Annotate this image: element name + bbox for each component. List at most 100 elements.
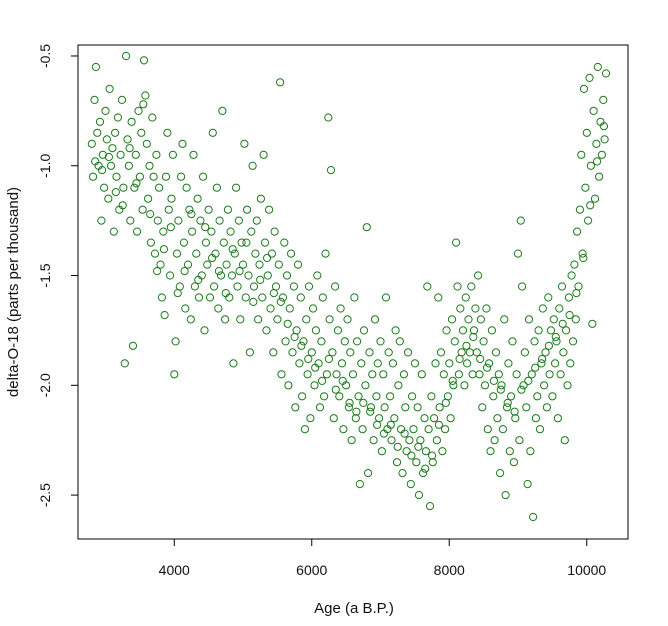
- data-point: [177, 172, 186, 181]
- data-point: [394, 381, 403, 390]
- data-point: [483, 363, 492, 372]
- data-point: [311, 363, 320, 372]
- y-tick-label: -2.0: [37, 373, 53, 397]
- data-point: [441, 425, 450, 434]
- data-point: [366, 407, 375, 416]
- data-point: [137, 128, 146, 137]
- data-point: [318, 293, 327, 302]
- y-tick-label: -1.0: [37, 153, 53, 177]
- data-point: [409, 425, 418, 434]
- data-point: [546, 326, 556, 335]
- data-point: [407, 451, 416, 460]
- data-point: [157, 293, 166, 302]
- data-point: [292, 326, 301, 335]
- data-point: [237, 238, 246, 247]
- data-point: [273, 315, 282, 324]
- data-point: [321, 249, 330, 258]
- data-point: [387, 436, 396, 445]
- data-point: [600, 135, 609, 144]
- data-point: [331, 385, 340, 394]
- data-point: [467, 282, 476, 291]
- data-point: [439, 370, 448, 379]
- data-point: [291, 403, 300, 412]
- data-point: [131, 150, 140, 159]
- data-point: [313, 271, 322, 280]
- data-point: [229, 359, 238, 368]
- data-point: [581, 183, 590, 192]
- data-point: [91, 157, 100, 166]
- data-point: [354, 392, 363, 401]
- data-point: [545, 370, 554, 379]
- data-point: [442, 326, 451, 335]
- data-point: [280, 238, 289, 247]
- data-point: [125, 144, 134, 153]
- data-point: [267, 249, 276, 258]
- data-point: [320, 392, 329, 401]
- data-point: [270, 227, 279, 236]
- data-point: [288, 348, 297, 357]
- data-point: [564, 293, 574, 302]
- data-point: [507, 392, 516, 401]
- data-point: [249, 282, 259, 291]
- data-point: [589, 106, 598, 116]
- data-point: [166, 223, 175, 232]
- data-point: [359, 326, 369, 335]
- points-layer: [87, 51, 611, 522]
- data-point: [304, 282, 314, 291]
- data-point: [227, 271, 237, 280]
- data-point: [208, 128, 217, 137]
- data-point: [242, 238, 251, 247]
- data-point: [362, 223, 371, 232]
- data-point: [135, 172, 144, 181]
- data-point: [489, 376, 498, 385]
- data-point: [153, 216, 162, 225]
- data-point: [248, 161, 257, 170]
- data-point: [373, 359, 382, 368]
- data-point: [541, 348, 550, 357]
- data-point: [414, 491, 424, 500]
- data-point: [174, 216, 183, 225]
- data-point: [486, 447, 495, 456]
- data-point: [112, 172, 121, 181]
- data-point: [247, 227, 256, 236]
- data-point: [446, 414, 455, 423]
- data-point: [504, 359, 513, 368]
- data-point: [212, 183, 221, 192]
- data-point: [95, 117, 105, 126]
- data-point: [295, 359, 304, 368]
- data-point: [124, 161, 133, 170]
- data-point: [233, 282, 242, 291]
- data-point: [139, 56, 149, 65]
- data-point: [571, 315, 580, 324]
- data-point: [230, 249, 239, 258]
- data-point: [234, 216, 243, 225]
- data-point: [579, 253, 588, 263]
- data-point: [430, 414, 439, 423]
- data-point: [188, 227, 197, 236]
- data-point: [476, 315, 485, 324]
- data-point: [232, 183, 241, 192]
- data-point: [524, 376, 533, 385]
- data-point: [379, 429, 388, 438]
- data-point: [575, 205, 585, 214]
- data-point: [278, 293, 287, 302]
- data-point: [401, 403, 410, 412]
- data-point: [522, 403, 531, 412]
- data-point: [311, 326, 320, 335]
- data-point: [450, 337, 459, 346]
- data-point: [434, 420, 443, 429]
- y-axis-label: delta-O-18 (parts per thousand): [5, 187, 22, 397]
- data-point: [475, 370, 484, 379]
- data-point: [128, 341, 138, 350]
- data-point: [263, 271, 272, 280]
- data-point: [251, 249, 260, 258]
- data-point: [593, 62, 602, 72]
- data-point: [207, 227, 216, 236]
- data-point: [89, 172, 98, 181]
- data-point: [269, 348, 278, 357]
- data-point: [485, 359, 494, 368]
- data-point: [487, 326, 496, 335]
- data-point: [479, 337, 488, 346]
- data-point: [491, 348, 501, 357]
- data-point: [597, 150, 607, 159]
